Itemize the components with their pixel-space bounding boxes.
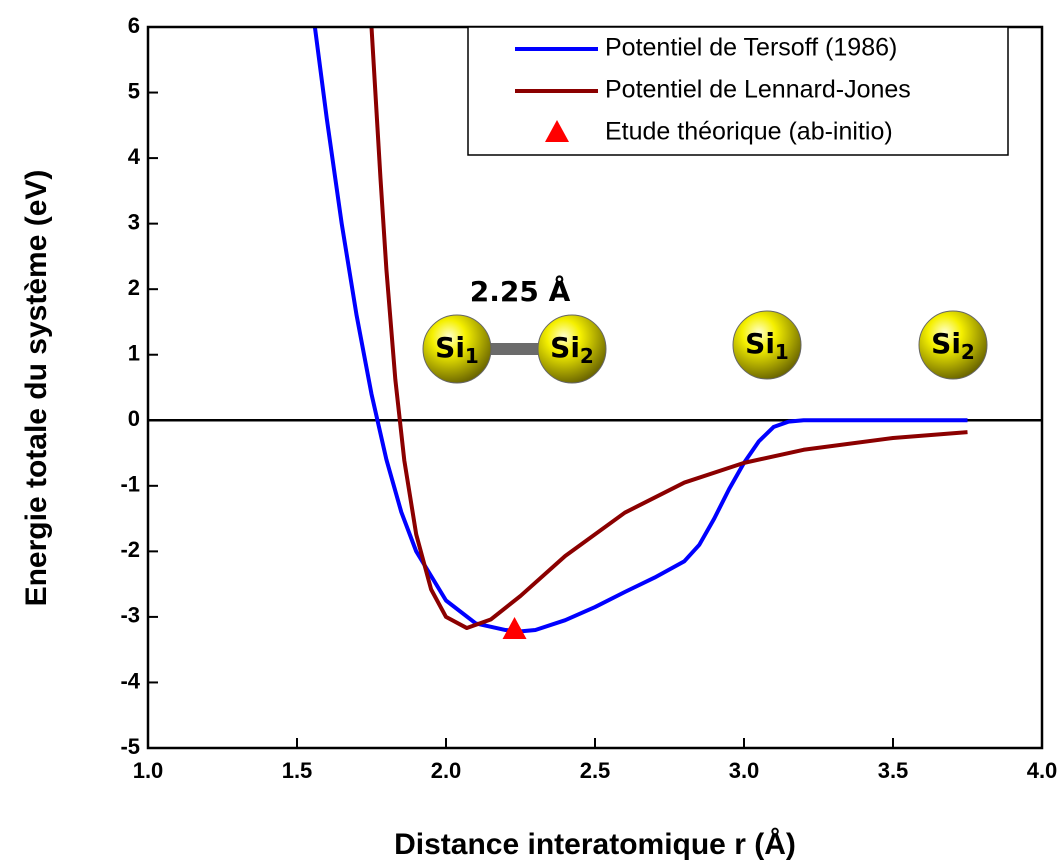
x-tick-label: 2.5 xyxy=(580,758,611,783)
atom-symbol: Si xyxy=(435,331,465,364)
x-tick-label: 1.0 xyxy=(133,758,164,783)
y-tick-label: 1 xyxy=(128,341,140,366)
atom-label: Si1 xyxy=(435,331,479,368)
legend-label: Potentiel de Lennard-Jones xyxy=(605,76,911,104)
bond xyxy=(480,343,550,355)
y-tick-label: 4 xyxy=(128,144,141,169)
y-tick-label: 3 xyxy=(128,209,140,234)
atom xyxy=(422,314,492,384)
x-tick-label: 2.0 xyxy=(431,758,462,783)
atom-label: Si1 xyxy=(745,327,789,364)
y-tick-label: 0 xyxy=(128,406,140,431)
y-tick-label: 2 xyxy=(128,275,140,300)
legend-marker xyxy=(545,120,569,142)
scatter-point xyxy=(502,617,527,640)
atom-label: Si2 xyxy=(550,331,594,368)
legend-label: Etude théorique (ab-initio) xyxy=(605,118,893,146)
y-tick-label: -5 xyxy=(120,734,140,759)
atom-index: 1 xyxy=(465,344,479,368)
atom-symbol: Si xyxy=(550,331,580,364)
y-axis-title: Energie totale du système (eV) xyxy=(20,170,53,607)
y-tick-label: -3 xyxy=(120,603,140,628)
atom xyxy=(732,310,802,380)
line-series xyxy=(369,27,968,631)
atom-label: Si2 xyxy=(931,327,975,364)
atom-index: 2 xyxy=(580,344,594,368)
y-tick-label: -1 xyxy=(120,472,140,497)
x-tick-label: 4.0 xyxy=(1027,758,1058,783)
legend-label: Potentiel de Tersoff (1986) xyxy=(605,34,897,62)
x-tick-label: 3.0 xyxy=(729,758,760,783)
atom-index: 1 xyxy=(775,340,789,364)
x-axis-title: Distance interatomique r (Å) xyxy=(394,828,796,861)
atom-index: 2 xyxy=(961,340,975,364)
atom-symbol: Si xyxy=(931,327,961,360)
atom-symbol: Si xyxy=(745,327,775,360)
y-tick-label: 6 xyxy=(128,13,140,38)
y-tick-label: -2 xyxy=(120,537,140,562)
line-series xyxy=(312,27,968,634)
y-tick-label: 5 xyxy=(128,78,140,103)
x-tick-label: 3.5 xyxy=(878,758,909,783)
bond-length-label: 2.25 Å xyxy=(470,274,571,308)
x-tick-label: 1.5 xyxy=(282,758,313,783)
atom xyxy=(537,314,607,384)
atom xyxy=(918,310,988,380)
y-tick-label: -4 xyxy=(120,668,140,693)
